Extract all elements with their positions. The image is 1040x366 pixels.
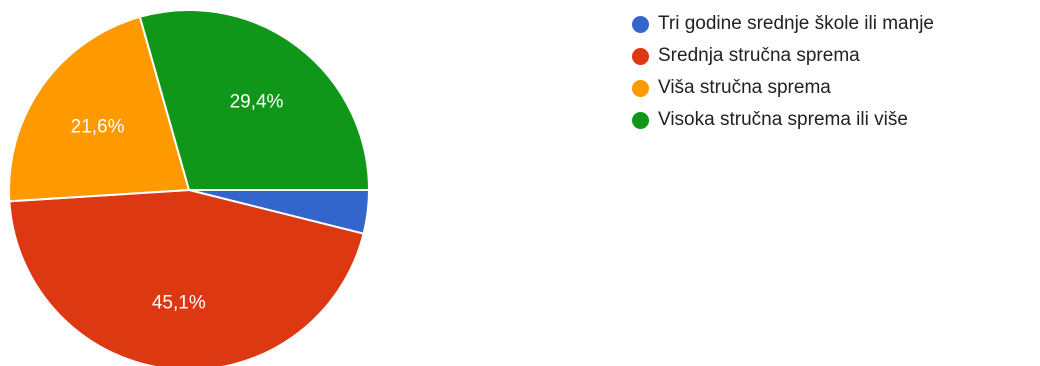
legend-label: Visoka stručna sprema ili više [658,109,908,130]
legend-label: Srednja stručna sprema [658,45,860,66]
legend: Tri godine srednje škole ili manje Srednj… [632,8,934,136]
slice-value-label-3: 29,4% [230,92,284,113]
legend-label: Tri godine srednje škole ili manje [658,13,934,34]
legend-label: Viša stručna sprema [658,77,831,98]
legend-item-1[interactable]: Srednja stručna sprema [632,40,934,72]
legend-item-3[interactable]: Visoka stručna sprema ili više [632,104,934,136]
pie-slice-3[interactable] [138,9,371,191]
legend-color-dot-icon [632,15,649,33]
slice-value-label-2: 21,6% [71,116,125,137]
legend-item-0[interactable]: Tri godine srednje škole ili manje [632,8,934,40]
pie-slice-1[interactable] [8,188,365,366]
legend-color-dot-icon [632,111,649,129]
pie-slice-2[interactable] [8,15,191,203]
legend-color-dot-icon [632,47,649,65]
slice-value-label-1: 45,1% [152,293,206,314]
legend-item-2[interactable]: Viša stručna sprema [632,72,934,104]
legend-color-dot-icon [632,79,649,97]
